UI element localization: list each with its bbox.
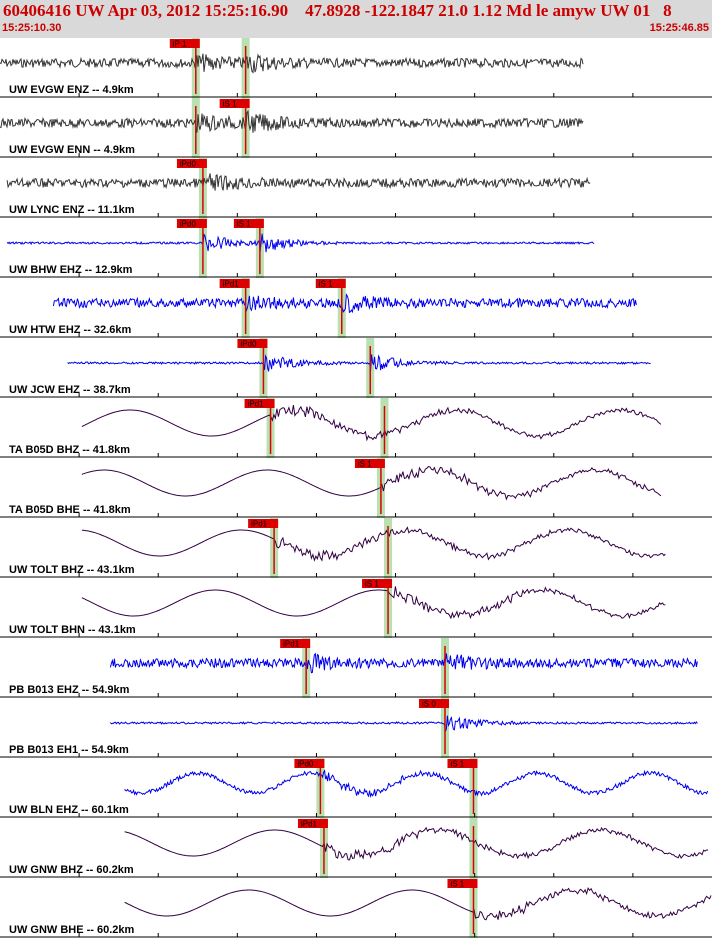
trace-label: UW JCW EHZ -- 38.7km	[9, 384, 131, 396]
trace-waveform	[6, 173, 591, 191]
pick-label: iS 1	[237, 220, 251, 229]
pick-label: iS 1	[319, 280, 333, 289]
trace-row: iS 0 PB B013 EH1 -- 54.9km	[0, 698, 712, 758]
trace-waveform	[81, 466, 662, 501]
trace-label: UW EVGW ENN -- 4.9km	[9, 144, 135, 156]
trace-row: iS 1 UW TOLT BHN -- 43.1km	[0, 578, 712, 638]
pick-tab	[447, 759, 478, 768]
trace-label: UW TOLT BHZ -- 43.1km	[9, 564, 135, 576]
pick-label: iS 0	[422, 700, 436, 709]
trace-row: iS 1 TA B05D BHE -- 41.8km	[0, 458, 712, 518]
pick-tab	[219, 99, 250, 108]
pick-tab	[362, 579, 393, 588]
trace-waveform	[124, 769, 709, 799]
pick-label: iPd1	[283, 640, 300, 649]
trace-waveform	[67, 354, 651, 372]
pick-label: iS 1	[223, 100, 237, 109]
pick-tab	[315, 279, 346, 288]
trace-waveform	[124, 887, 712, 921]
pick-tab	[244, 399, 275, 408]
pick-label: iPd1	[251, 520, 268, 529]
trace-label: UW HTW EHZ -- 32.6km	[9, 324, 131, 336]
trace-waveform	[0, 109, 584, 133]
trace-waveform	[81, 586, 666, 620]
trace-label: UW TOLT BHN -- 43.1km	[9, 624, 136, 636]
trace-row: iPd1 TA B05D BHZ -- 41.8km	[0, 398, 712, 458]
trace-row: iPd1 UW GNW BHZ -- 60.2km	[0, 818, 712, 878]
trace-label: PB B013 EH1 -- 54.9km	[9, 744, 129, 756]
pick-tab	[176, 219, 207, 228]
pick-label: iPd0	[180, 160, 197, 169]
pick-label: iPd0	[180, 220, 197, 229]
trace-waveform	[110, 715, 698, 732]
pick-label: iPd1	[301, 820, 318, 829]
pick-tab	[169, 39, 200, 48]
trace-label: TA B05D BHZ -- 41.8km	[9, 444, 130, 456]
pick-tab	[447, 879, 478, 888]
pick-tab	[176, 159, 207, 168]
pick-tab	[294, 759, 325, 768]
trace-label: UW BLN EHZ -- 60.1km	[9, 804, 129, 816]
trace-waveform	[81, 526, 666, 562]
pick-label: iPd0	[297, 760, 314, 769]
pick-tab	[354, 459, 385, 468]
trace-row: iPd0 iS 1 UW BHW EHZ -- 12.9km	[0, 218, 712, 278]
trace-label: UW GNW BHE -- 60.2km	[9, 924, 135, 936]
trace-row: iP 1 UW EVGW ENZ -- 4.9km	[0, 38, 712, 98]
trace-row: iPd0 iS 1 UW BLN EHZ -- 60.1km	[0, 758, 712, 818]
pick-tab	[280, 639, 311, 648]
trace-row: iPd0 UW LYNC ENZ -- 11.1km	[0, 158, 712, 218]
end-time: 15:25:46.85	[649, 22, 709, 34]
trace-waveform	[6, 233, 595, 253]
trace-label: UW GNW BHZ -- 60.2km	[9, 864, 134, 876]
trace-waveform	[81, 405, 662, 442]
trace-row: iPd1 UW TOLT BHZ -- 43.1km	[0, 518, 712, 578]
trace-label: PB B013 EHZ -- 54.9km	[9, 684, 130, 696]
pick-tab	[219, 279, 250, 288]
pick-tab	[233, 219, 264, 228]
pick-tab	[419, 699, 449, 708]
seismogram-plot: iP 1 UW EVGW ENZ -- 4.9km iS 1 UW EVGW ENN …	[0, 38, 712, 938]
pick-label: iS 1	[450, 760, 464, 769]
pick-tab	[237, 339, 268, 348]
trace-label: UW EVGW ENZ -- 4.9km	[9, 84, 134, 96]
pick-label: iS 1	[365, 580, 379, 589]
event-header: 60406416 UW Apr 03, 2012 15:25:16.90 47.…	[0, 0, 712, 38]
pick-label: iP 1	[173, 40, 187, 49]
pick-tab	[248, 519, 279, 528]
trace-waveform	[124, 826, 709, 861]
trace-label: UW BHW EHZ -- 12.9km	[9, 264, 133, 276]
pick-label: iPd0	[240, 340, 257, 349]
trace-row: iPd1 iS 1 UW HTW EHZ -- 32.6km	[0, 278, 712, 338]
event-title: 60406416 UW Apr 03, 2012 15:25:16.90 47.…	[3, 1, 672, 20]
pick-label: iS 1	[358, 460, 372, 469]
trace-row: iPd1 PB B013 EHZ -- 54.9km	[0, 638, 712, 698]
trace-row: iPd0 UW JCW EHZ -- 38.7km	[0, 338, 712, 398]
trace-row: iS 1 UW EVGW ENN -- 4.9km	[0, 98, 712, 158]
trace-label: UW LYNC ENZ -- 11.1km	[9, 204, 135, 216]
pick-label: iPd1	[248, 400, 265, 409]
pick-tab	[297, 819, 328, 828]
trace-waveform	[0, 53, 584, 74]
pick-label: iS 1	[450, 880, 464, 889]
start-time: 15:25:10.30	[2, 22, 62, 34]
trace-waveform	[52, 293, 637, 314]
trace-label: TA B05D BHE -- 41.8km	[9, 504, 131, 516]
trace-waveform	[109, 652, 698, 674]
pick-label: iPd1	[223, 280, 240, 289]
trace-row: iS 1 UW GNW BHE -- 60.2km	[0, 878, 712, 938]
